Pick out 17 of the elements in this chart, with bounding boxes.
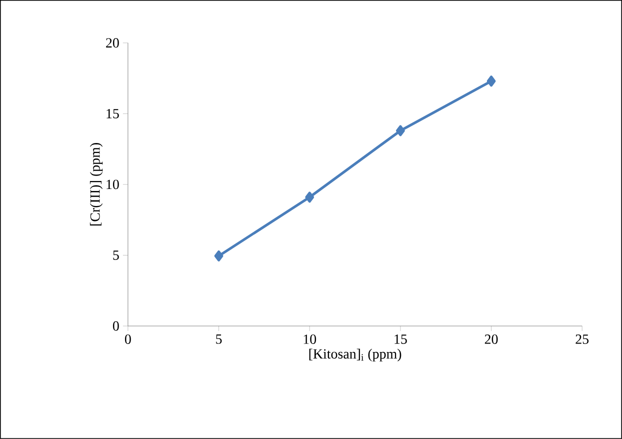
x-tick-label: 10 [304,334,316,344]
y-tick-label: 20 [106,38,119,48]
x-tick-label: 20 [484,334,498,344]
x-tick-label: 15 [394,334,407,344]
point [214,250,224,262]
x-tick-label: 5 [216,334,222,344]
point [396,125,405,136]
x-tick-label: 0 [124,334,131,344]
y-axis-title: [Cr(III)] (ppm) [90,143,103,226]
x-axis-title: [Kitosan]$_{i}$ (ppm) [309,348,402,362]
y-tick-label: 0 [112,321,119,331]
y-tick-label: 5 [113,250,119,260]
y-tick-label: 15 [106,109,119,118]
y-tick-label: 10 [106,180,119,190]
point [305,192,314,203]
x-tick-label: 25 [576,334,589,344]
point [486,76,496,87]
